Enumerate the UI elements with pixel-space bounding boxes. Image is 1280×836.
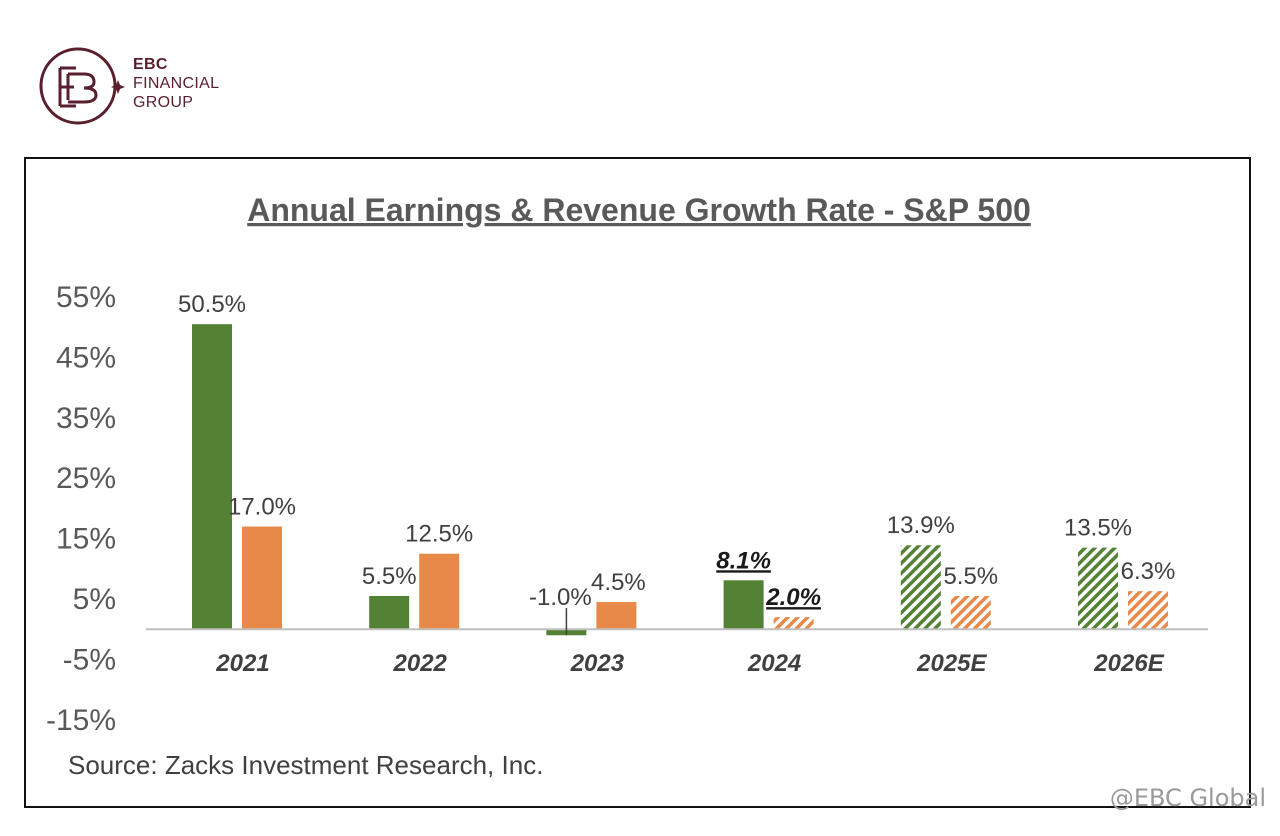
revenue-bar-2021	[242, 526, 282, 630]
revenue-value-label-2021: 17.0%	[228, 494, 296, 521]
y-tick-label: 25%	[56, 462, 116, 495]
revenue-bar-2024	[773, 617, 814, 630]
x-tick-label-2025E: 2025E	[916, 650, 987, 677]
earnings-value-label-2025E: 13.9%	[887, 512, 955, 539]
y-tick-label: 15%	[56, 523, 116, 556]
revenue-value-label-2022: 12.5%	[405, 521, 473, 548]
earnings-value-label-2026E: 13.5%	[1064, 515, 1132, 542]
chart-title: Annual Earnings & Revenue Growth Rate - …	[247, 192, 1031, 228]
x-tick-label-2022: 2022	[393, 650, 448, 677]
chart-canvas: Annual Earnings & Revenue Growth Rate - …	[46, 192, 1208, 780]
bar-series	[192, 324, 1168, 636]
x-axis-labels: 2021 2022 2023 2024 2025E 2026E	[215, 650, 1164, 677]
earnings-value-label-2021: 50.5%	[178, 291, 246, 318]
y-tick-label: -15%	[46, 704, 116, 737]
brand-line-3: GROUP	[133, 94, 194, 111]
earnings-bar-2026E	[1078, 547, 1118, 630]
revenue-value-label-2025E: 5.5%	[943, 563, 998, 590]
ebc-logo-mark	[39, 47, 125, 125]
y-tick-label: -5%	[63, 643, 116, 676]
y-tick-label: 55%	[56, 281, 116, 314]
x-tick-label-2024: 2024	[747, 650, 801, 677]
earnings-bar-2025E	[900, 545, 941, 630]
ebc-logo: EBC FINANCIAL GROUP	[38, 44, 238, 128]
x-tick-label-2021: 2021	[215, 650, 269, 677]
bar-value-labels: 50.5% 17.0% 5.5% 12.5% -1.0%4.5% 8.1% 2.0% 13.9…	[178, 291, 1176, 636]
revenue-bar-2022	[419, 553, 460, 630]
earnings-bar-2024	[723, 580, 764, 630]
revenue-bar-2025E	[950, 595, 991, 630]
earnings-value-label-2024: 8.1%	[716, 547, 771, 574]
y-tick-label: 35%	[56, 402, 116, 435]
y-tick-label: 45%	[56, 341, 116, 374]
y-tick-label: 5%	[73, 583, 116, 616]
earnings-bar-2022	[369, 595, 410, 630]
x-tick-label-2026E: 2026E	[1093, 650, 1164, 677]
revenue-bar-2026E	[1128, 591, 1168, 630]
revenue-value-label-2026E: 6.3%	[1121, 558, 1176, 585]
source-note: Source: Zacks Investment Research, Inc.	[68, 750, 543, 780]
chart-frame: Annual Earnings & Revenue Growth Rate - …	[24, 157, 1251, 808]
x-tick-label-2023: 2023	[570, 650, 625, 677]
brand-line-2: FINANCIAL	[133, 75, 220, 92]
brand-line-1: EBC	[133, 56, 168, 73]
revenue-value-label-2024: 2.0%	[765, 584, 821, 611]
earnings-bar-2021	[192, 324, 232, 630]
revenue-bar-2023	[596, 602, 637, 630]
earnings-value-label-2022: 5.5%	[362, 563, 417, 590]
y-axis-labels: 55% 45% 35% 25% 15% 5% -5% -15%	[46, 281, 116, 737]
watermark: @EBC Global	[1109, 784, 1266, 812]
earnings-value-label-2023: -1.0%	[529, 584, 592, 611]
revenue-value-label-2023: 4.5%	[591, 569, 646, 596]
